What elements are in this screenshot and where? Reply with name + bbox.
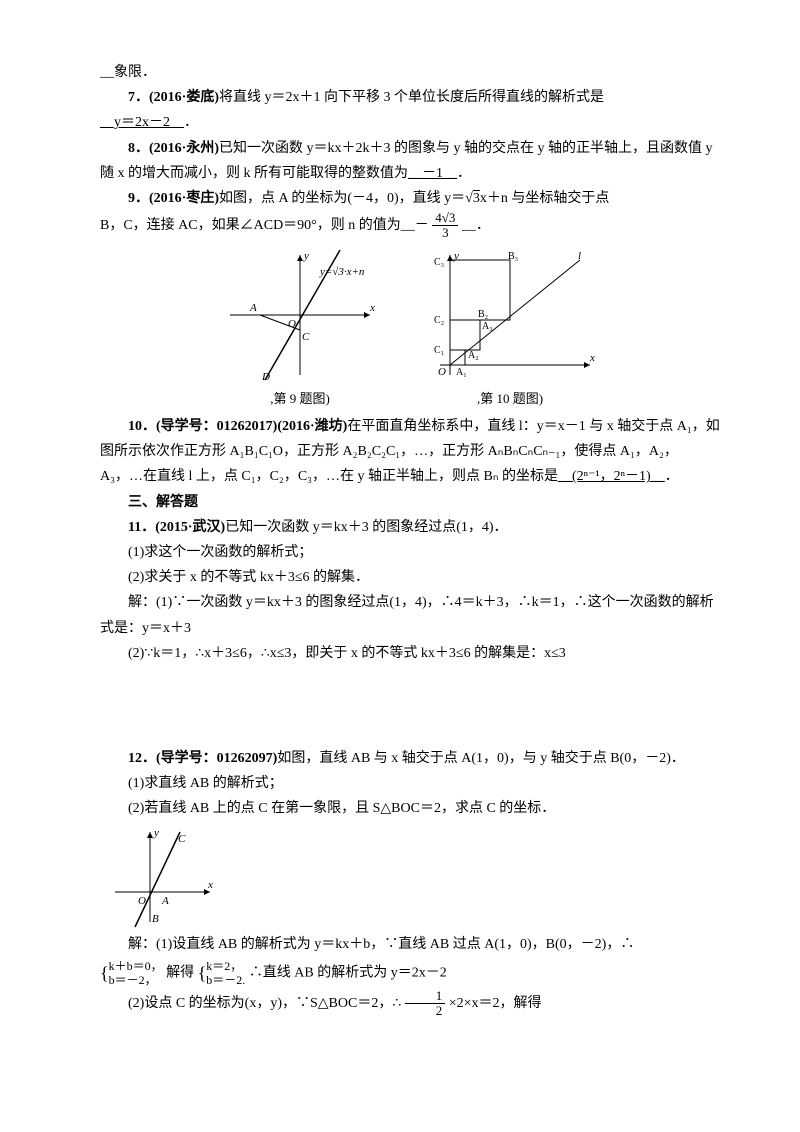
q11-p1: (1)求这个一次函数的解析式； bbox=[100, 540, 720, 565]
section-3-title: 三、解答题 bbox=[100, 490, 720, 515]
svg-text:B₃: B₃ bbox=[508, 251, 518, 262]
fig10-caption: ,第 10 题图) bbox=[420, 387, 600, 410]
svg-text:A₃: A₃ bbox=[482, 321, 493, 332]
q9-line2: B，C，连接 AC，如果∠ACD＝90°，则 n 的值为__－ 4√3 3 __… bbox=[100, 211, 720, 241]
svg-text:D: D bbox=[261, 371, 270, 383]
q11-label: 11．(2015·武汉) bbox=[128, 520, 225, 535]
fig9-svg: x y O A C D y=√3·x+n bbox=[220, 245, 380, 385]
q12: 12．(导学号：01262097)如图，直线 AB 与 x 轴交于点 A(1，0… bbox=[100, 746, 720, 771]
svg-text:C₁: C₁ bbox=[434, 345, 444, 356]
q12-p1: (1)求直线 AB 的解析式； bbox=[100, 771, 720, 796]
svg-text:y=√3·x+n: y=√3·x+n bbox=[319, 266, 365, 278]
q10: 10．(导学号：01262017)(2016·潍坊)在平面直角坐标系中，直线 l… bbox=[100, 414, 720, 490]
q11: 11．(2015·武汉)已知一次函数 y＝kx＋3 的图象经过点(1，4)． bbox=[100, 515, 720, 540]
q12-frac: 1 2 bbox=[405, 989, 446, 1019]
svg-text:C: C bbox=[302, 331, 310, 343]
svg-text:B₂: B₂ bbox=[478, 309, 488, 320]
figure-row-9-10: x y O A C D y=√3·x+n ,第 9 题图) x y O l C₁… bbox=[100, 245, 720, 410]
spacer bbox=[100, 666, 720, 746]
q11-sol2: (2)∵k＝1，∴x＋3≤6，∴x≤3，即关于 x 的不等式 kx＋3≤6 的解… bbox=[100, 641, 720, 666]
fig9-caption: ,第 9 题图) bbox=[220, 387, 380, 410]
q8: 8．(2016·永州)已知一次函数 y＝kx＋2k＋3 的图象与 y 轴的交点在… bbox=[100, 136, 720, 186]
svg-text:y: y bbox=[303, 250, 309, 262]
svg-text:C₂: C₂ bbox=[434, 315, 444, 326]
q8-label: 8．(2016·永州) bbox=[128, 141, 219, 156]
q10-ans: __(2ⁿ⁻¹，2ⁿ－1)__ bbox=[558, 469, 665, 484]
q7-ans: __y＝2x－2__ bbox=[100, 115, 184, 130]
svg-text:O: O bbox=[138, 895, 146, 907]
svg-text:x: x bbox=[369, 302, 375, 314]
q7: 7．(2016·娄底)将直线 y＝2x＋1 向下平移 3 个单位长度后所得直线的… bbox=[100, 85, 720, 110]
q6-tail: __象限． bbox=[100, 60, 720, 85]
svg-text:A: A bbox=[161, 895, 169, 907]
q12-sol1: 解：(1)设直线 AB 的解析式为 y＝kx＋b，∵直线 AB 过点 A(1，0… bbox=[100, 932, 720, 957]
svg-text:A₁: A₁ bbox=[456, 367, 467, 378]
q7-ans-line: __y＝2x－2__． bbox=[100, 110, 720, 135]
svg-text:A₂: A₂ bbox=[468, 350, 479, 361]
fig12-svg: x y O A B C bbox=[100, 822, 220, 932]
q11-p2: (2)求关于 x 的不等式 kx＋3≤6 的解集． bbox=[100, 565, 720, 590]
q9-label: 9．(2016·枣庄) bbox=[128, 191, 219, 206]
q9-frac: 4√3 3 bbox=[432, 211, 458, 241]
q11-sol1: 解：(1)∵一次函数 y＝kx＋3 的图象经过点(1，4)，∴4＝k＋3，∴k＝… bbox=[100, 590, 720, 640]
q12-label: 12．(导学号：01262097) bbox=[128, 751, 277, 766]
svg-text:y: y bbox=[453, 250, 459, 262]
q12-sol2: (2)设点 C 的坐标为(x，y)，∵S△BOC＝2，∴ 1 2 ×2×x＝2，… bbox=[100, 989, 720, 1019]
svg-text:O: O bbox=[438, 366, 446, 378]
figure-9: x y O A C D y=√3·x+n ,第 9 题图) bbox=[220, 245, 380, 410]
q9-line1: 9．(2016·枣庄)如图，点 A 的坐标为(－4，0)，直线 y＝√3x＋n … bbox=[100, 186, 720, 211]
figure-10: x y O l C₁ C₂ C₃ A₁ A₂ A₃ B₂ B₃ ,第 10 题图… bbox=[420, 245, 600, 410]
svg-text:x: x bbox=[207, 879, 213, 891]
svg-text:C₃: C₃ bbox=[434, 257, 444, 268]
fig10-svg: x y O l C₁ C₂ C₃ A₁ A₂ A₃ B₂ B₃ bbox=[420, 245, 600, 385]
svg-text:x: x bbox=[589, 352, 595, 364]
q10-label: 10．(导学号：01262017)(2016·潍坊) bbox=[128, 419, 347, 434]
figure-12: x y O A B C bbox=[100, 822, 720, 932]
q7-text: 将直线 y＝2x＋1 向下平移 3 个单位长度后所得直线的解析式是 bbox=[219, 90, 604, 105]
svg-text:B: B bbox=[152, 913, 159, 925]
svg-text:C: C bbox=[178, 833, 186, 845]
svg-text:A: A bbox=[249, 302, 257, 314]
svg-text:l: l bbox=[578, 250, 581, 262]
q12-p2: (2)若直线 AB 上的点 C 在第一象限，且 S△BOC＝2，求点 C 的坐标… bbox=[100, 796, 720, 821]
q7-label: 7．(2016·娄底) bbox=[128, 90, 219, 105]
q12-system: {k＋b＝0，b＝－2， 解得 {k＝2，b＝－2. ∴直线 AB 的解析式为 … bbox=[100, 957, 720, 989]
q8-ans: __－1__ bbox=[408, 166, 457, 181]
svg-text:y: y bbox=[153, 827, 159, 839]
